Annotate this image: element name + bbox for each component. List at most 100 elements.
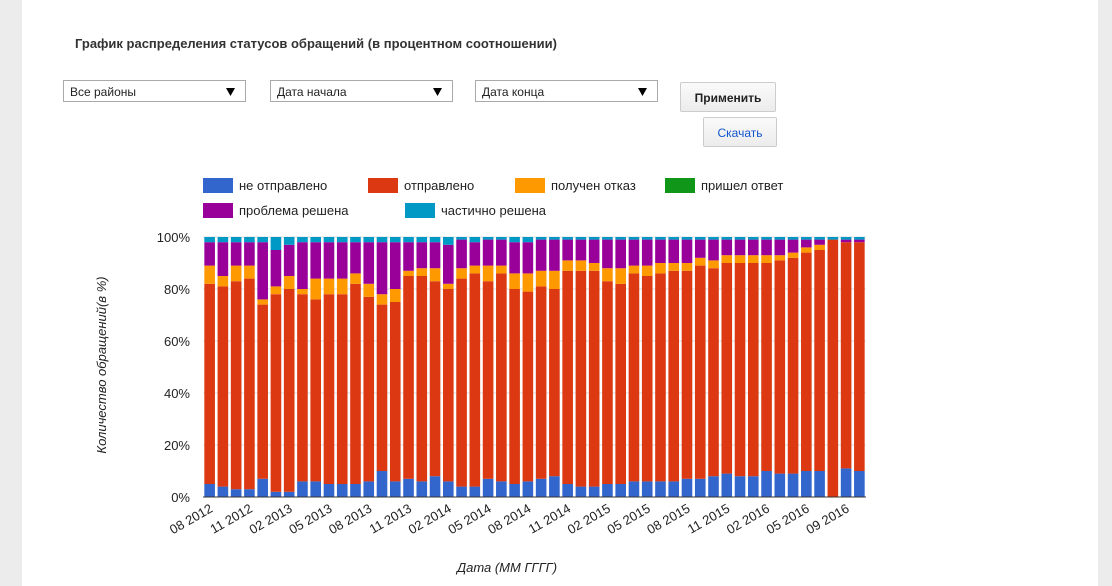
district-select[interactable]: Все районы [63, 80, 246, 102]
bar-segment [814, 250, 825, 471]
bar-segment [363, 481, 375, 497]
bar-segment [204, 283, 215, 484]
bar-segment [708, 260, 719, 269]
start-date-select[interactable]: Дата начала [270, 80, 453, 102]
bar-segment [443, 283, 454, 289]
bar-segment [403, 270, 414, 276]
bar-segment [694, 265, 706, 479]
bar-segment [575, 270, 587, 487]
x-tick-label: 05 2014 [445, 501, 493, 537]
bar-segment [416, 276, 428, 482]
bar-segment [363, 283, 375, 297]
bar-segment [814, 237, 825, 240]
bar-segment [774, 473, 786, 497]
apply-button[interactable]: Применить [680, 82, 776, 112]
bar-segment [389, 237, 401, 243]
bar-segment [244, 489, 255, 497]
bar-segment [535, 286, 547, 479]
bar-segment [801, 471, 812, 497]
bar-segment [350, 273, 361, 284]
x-tick-label: 05 2016 [764, 501, 812, 537]
bar-segment [403, 242, 414, 271]
download-button[interactable]: Скачать [703, 117, 777, 147]
end-date-select[interactable]: Дата конца [475, 80, 658, 102]
bar-segment [270, 294, 282, 492]
x-tick-label: 09 2016 [803, 501, 851, 537]
bar-segment [429, 242, 441, 269]
bar-segment [814, 471, 825, 497]
bar-segment [562, 239, 573, 261]
bar-segment [204, 237, 215, 243]
bar-segment [801, 252, 812, 471]
bar-segment [230, 242, 242, 266]
bar-segment [416, 268, 428, 276]
legend-swatch [515, 178, 545, 193]
x-axis-title: Дата (ММ ГГГГ) [455, 560, 557, 575]
bar-segment [801, 247, 812, 253]
bar-segment [668, 239, 680, 263]
bar-segment [416, 242, 428, 269]
bar-segment [747, 263, 759, 477]
bar-segment [761, 237, 772, 240]
bar-segment [787, 239, 799, 253]
bar-segment [602, 237, 613, 240]
bar-segment [588, 486, 600, 497]
bar-segment [376, 304, 388, 471]
bar-segment [761, 239, 772, 256]
bar-segment [747, 239, 759, 256]
bar-segment [708, 476, 719, 497]
bar-segment [747, 255, 759, 263]
bar-segment [363, 242, 375, 284]
bar-segment [840, 237, 852, 240]
bar-segment [230, 489, 242, 497]
bar-segment [641, 239, 653, 266]
bar-segment [257, 242, 268, 300]
bar-segment [615, 237, 626, 240]
bar-segment [230, 237, 242, 243]
bar-segment [681, 478, 693, 497]
x-tick-label: 11 2015 [685, 501, 732, 537]
bar-segment [443, 237, 454, 245]
bar-segment [787, 252, 799, 258]
x-tick-label: 02 2015 [565, 501, 613, 537]
bar-segment [628, 273, 640, 482]
bar-segment [482, 265, 494, 282]
x-tick-label: 05 2013 [286, 501, 334, 537]
bar-segment [310, 237, 322, 243]
bar-segment [734, 255, 746, 263]
legend-swatch [405, 203, 435, 218]
bar-segment [615, 283, 626, 484]
bar-segment [721, 263, 733, 474]
bar-segment [416, 237, 428, 243]
bar-segment [509, 242, 520, 274]
bar-segment [469, 237, 481, 243]
bar-segment [482, 239, 494, 266]
bar-segment [694, 239, 706, 258]
bar-segment [787, 473, 799, 497]
bar-segment [549, 239, 560, 271]
bar-segment [840, 468, 852, 497]
bar-segment [827, 239, 839, 497]
bar-segment [244, 237, 255, 243]
bar-segment [535, 239, 547, 271]
bar-segment [482, 237, 494, 240]
bar-segment [403, 237, 414, 243]
bar-segment [509, 484, 520, 497]
bar-segment [443, 244, 454, 284]
bar-segment [721, 237, 733, 240]
bar-segment [694, 237, 706, 240]
bar-segment [774, 239, 786, 256]
bar-segment [482, 281, 494, 479]
bar-segment [694, 257, 706, 266]
bar-segment [668, 481, 680, 497]
bar-segment [297, 289, 308, 295]
bar-segment [668, 270, 680, 482]
bar-segment [641, 276, 653, 482]
bar-segment [376, 237, 388, 243]
bar-segment [217, 237, 229, 243]
bar-segment [416, 481, 428, 497]
bar-segment [270, 491, 282, 497]
bar-segment [270, 237, 282, 250]
bar-segment [681, 270, 693, 479]
